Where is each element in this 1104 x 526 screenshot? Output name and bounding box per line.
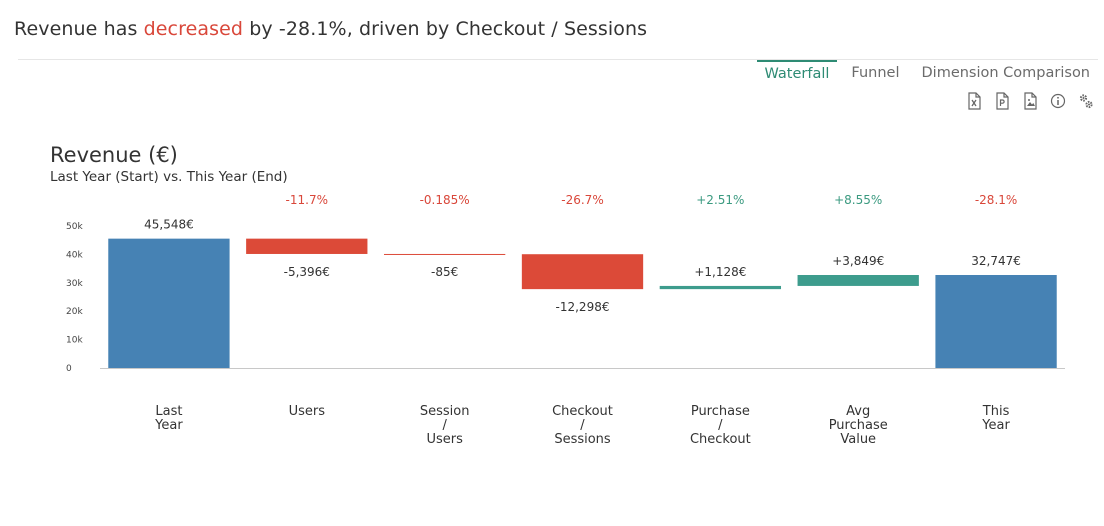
x-category-label: Last — [155, 404, 182, 419]
bar-value-label: +3,849€ — [832, 254, 884, 268]
bar-value-label: 32,747€ — [971, 254, 1021, 268]
tab-dimension-comparison[interactable]: Dimension Comparison — [921, 65, 1091, 81]
x-category-label: Year — [154, 418, 183, 433]
y-tick-label: 0 — [66, 364, 72, 374]
waterfall-bar — [108, 238, 230, 368]
x-category-label: Checkout — [690, 432, 751, 447]
waterfall-bar — [797, 275, 919, 286]
pdf-export-icon[interactable] — [994, 92, 1010, 110]
header-divider — [18, 59, 1098, 60]
settings-icon[interactable] — [1078, 92, 1094, 110]
headline-suffix: by -28.1%, driven by Checkout / Sessions — [249, 18, 648, 40]
bar-percent-label: -0.185% — [420, 193, 470, 207]
bar-value-label: 45,548€ — [144, 218, 194, 232]
bar-value-label: -85€ — [431, 265, 458, 279]
chart-toolbar — [966, 92, 1094, 110]
info-icon[interactable] — [1050, 92, 1066, 110]
x-category-label: Checkout — [552, 404, 613, 419]
waterfall-bar — [521, 254, 644, 290]
x-category-label: This — [982, 404, 1010, 419]
chart-title: Revenue (€) — [50, 143, 178, 167]
chart-subtitle: Last Year (Start) vs. This Year (End) — [50, 169, 288, 185]
x-category-label: Value — [840, 432, 876, 447]
image-export-icon[interactable] — [1022, 92, 1038, 110]
tab-waterfall[interactable]: Waterfall — [756, 60, 838, 86]
x-category-label: / — [718, 418, 723, 433]
x-category-label: Purchase — [829, 418, 888, 433]
x-category-label: / — [580, 418, 585, 433]
x-category-label: Avg — [846, 404, 870, 419]
waterfall-bar — [383, 253, 506, 255]
excel-export-icon[interactable] — [966, 92, 982, 110]
bar-percent-label: +8.55% — [834, 193, 882, 207]
view-tabs: Waterfall Funnel Dimension Comparison — [751, 60, 1099, 86]
x-category-label: Purchase — [691, 404, 750, 419]
x-category-label: / — [442, 418, 447, 433]
bar-value-label: -5,396€ — [284, 265, 330, 279]
y-tick-label: 40k — [66, 250, 83, 260]
waterfall-bar — [935, 274, 1057, 368]
y-tick-label: 20k — [66, 307, 83, 317]
bar-percent-label: +2.51% — [696, 193, 744, 207]
x-category-label: Users — [289, 404, 326, 419]
headline: Revenue has decreased by -28.1%, driven … — [14, 18, 647, 40]
x-category-label: Sessions — [554, 432, 611, 447]
tab-funnel[interactable]: Funnel — [851, 65, 900, 81]
waterfall-bar — [246, 238, 368, 254]
bar-percent-label: -11.7% — [286, 193, 328, 207]
x-category-label: Session — [420, 404, 470, 419]
waterfall-bar — [659, 285, 782, 290]
headline-prefix: Revenue has — [14, 18, 138, 40]
x-category-label: Year — [981, 418, 1010, 433]
bar-percent-label: -28.1% — [975, 193, 1017, 207]
y-tick-label: 30k — [66, 279, 83, 289]
x-category-label: Users — [426, 432, 463, 447]
headline-highlight: decreased — [143, 18, 244, 40]
bar-value-label: +1,128€ — [694, 265, 746, 279]
y-tick-label: 50k — [66, 222, 83, 232]
y-tick-label: 10k — [66, 336, 83, 346]
bar-value-label: -12,298€ — [556, 300, 610, 314]
bar-percent-label: -26.7% — [561, 193, 603, 207]
